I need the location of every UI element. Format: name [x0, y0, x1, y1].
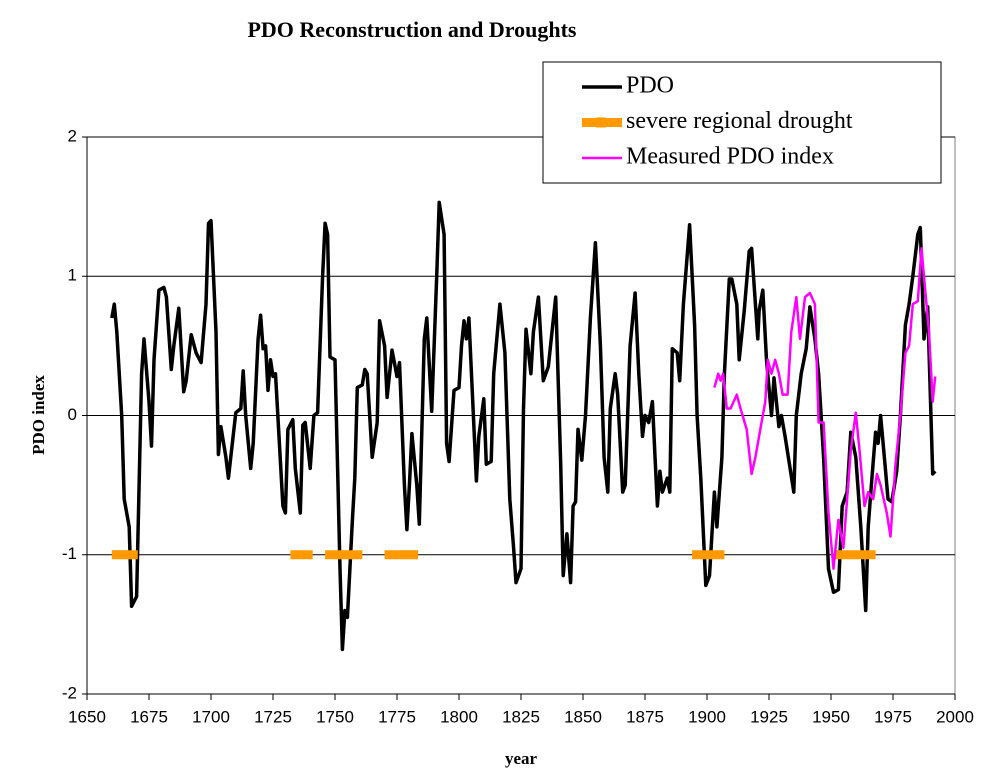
legend-label: severe regional drought	[626, 108, 853, 134]
y-tick-label: -1	[62, 544, 77, 563]
legend-box	[542, 61, 942, 184]
x-tick-label: 1800	[440, 707, 478, 726]
x-tick-label: 1725	[254, 707, 292, 726]
x-tick-label: 1775	[378, 707, 416, 726]
x-tick-label: 2000	[936, 707, 974, 726]
series-line	[110, 200, 937, 652]
x-tick-label: 1825	[502, 707, 540, 726]
x-tick-label: 1950	[812, 707, 850, 726]
x-tick-label: 1850	[564, 707, 602, 726]
x-tick-label: 1750	[316, 707, 354, 726]
x-tick-label: 1900	[688, 707, 726, 726]
y-tick-label: 2	[68, 126, 77, 145]
y-tick-label: 0	[68, 405, 77, 424]
x-tick-label: 1875	[626, 707, 664, 726]
x-tick-label: 1925	[750, 707, 788, 726]
y-tick-label: 1	[68, 266, 77, 285]
y-tick-label: -2	[62, 683, 77, 702]
x-tick-label: 1650	[68, 707, 106, 726]
x-axis-label: year	[505, 749, 538, 768]
x-tick-label: 1675	[130, 707, 168, 726]
chart-title: PDO Reconstruction and Droughts	[247, 17, 576, 42]
y-axis-label: PDO index	[29, 375, 48, 455]
legend-label: Measured PDO index	[626, 144, 834, 170]
x-tick-label: 1700	[192, 707, 230, 726]
legend-label: PDO	[626, 73, 674, 99]
legend: PDO severe regional drought Measured PDO i…	[542, 61, 942, 184]
series-line	[713, 247, 937, 570]
legend-marker	[596, 117, 606, 128]
x-tick-label: 1975	[874, 707, 912, 726]
